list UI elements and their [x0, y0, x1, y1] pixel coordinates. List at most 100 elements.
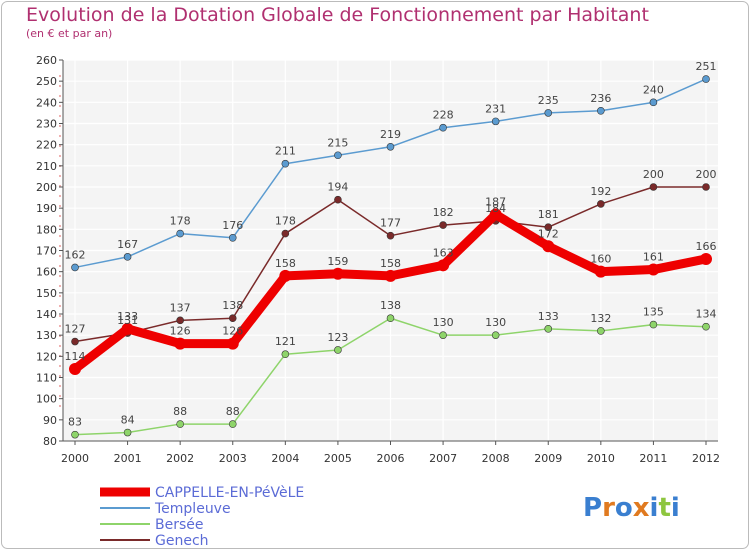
- data-label: 131: [117, 314, 138, 327]
- data-label: 182: [433, 206, 454, 219]
- data-point: [71, 263, 79, 272]
- y-tick-label: 200: [36, 181, 57, 194]
- data-label: 114: [65, 350, 86, 363]
- chart-subtitle: (en € et par an): [26, 27, 113, 40]
- y-tick-label: 130: [36, 329, 57, 342]
- data-point: [123, 428, 132, 437]
- logo-letter: P: [583, 493, 602, 523]
- data-label: 215: [327, 136, 348, 149]
- data-point: [491, 117, 500, 126]
- data-point: [176, 420, 184, 428]
- grid-lines: [63, 59, 718, 442]
- y-tick-labels: 80 90 100 110 120 130 140 150 160 170 180 190 200 210…: [36, 54, 57, 448]
- data-label: 187: [485, 196, 506, 209]
- data-label: 200: [696, 168, 717, 181]
- data-label: 84: [121, 414, 135, 427]
- chart-title: Evolution de la Dotation Globale de Fonc…: [26, 4, 649, 26]
- data-label: 163: [433, 246, 454, 259]
- data-point: [228, 420, 237, 428]
- data-point: [439, 221, 447, 229]
- data-label: 138: [222, 299, 243, 312]
- data-point: [334, 151, 342, 160]
- series-lines: [69, 75, 712, 439]
- data-point: [281, 350, 290, 359]
- data-point: [228, 234, 237, 242]
- legend-label: Genech: [155, 533, 209, 549]
- data-label: 83: [68, 416, 82, 429]
- data-point: [71, 430, 79, 439]
- data-point: [491, 331, 500, 339]
- data-label: 240: [643, 83, 664, 96]
- y-tick-label: 90: [43, 414, 57, 427]
- data-label: 211: [275, 145, 296, 158]
- data-point: [281, 159, 290, 168]
- data-label: 228: [433, 109, 454, 122]
- data-point: [702, 75, 710, 83]
- data-label: 194: [327, 181, 348, 194]
- y-tick-label: 210: [36, 160, 57, 173]
- data-point: [174, 337, 187, 350]
- y-tick-label: 150: [36, 287, 57, 300]
- data-label: 192: [590, 185, 611, 198]
- data-point: [279, 269, 292, 282]
- x-tick-label: 2010: [587, 452, 615, 465]
- data-point: [489, 208, 502, 221]
- legend-label: CAPPELLE-EN-PéVèLE: [155, 485, 304, 501]
- y-tick-label: 80: [43, 435, 57, 448]
- data-point: [702, 183, 710, 191]
- data-label: 121: [275, 335, 296, 348]
- data-point: [334, 346, 342, 354]
- logo-text: Proxiti: [583, 493, 680, 523]
- x-tick-label: 2005: [324, 452, 352, 465]
- data-label: 88: [173, 405, 187, 418]
- data-point: [226, 337, 239, 350]
- data-point: [386, 231, 395, 240]
- data-point: [281, 229, 290, 238]
- data-label: 127: [65, 323, 86, 336]
- data-label: 134: [696, 308, 717, 321]
- x-tick-label: 2003: [219, 452, 247, 465]
- logo-letter: o: [615, 493, 633, 523]
- data-label: 162: [65, 248, 86, 261]
- legend-label: Bersée: [155, 517, 204, 533]
- y-tick-label: 110: [36, 372, 57, 385]
- data-point: [700, 252, 712, 265]
- proxiti-logo: Proxiti: [583, 493, 680, 523]
- data-point: [386, 142, 395, 151]
- data-label: 181: [538, 208, 559, 221]
- data-point: [649, 183, 658, 191]
- data-label: 235: [538, 94, 559, 107]
- data-point: [334, 195, 342, 204]
- x-tick-label: 2012: [692, 452, 720, 465]
- data-point: [123, 253, 132, 261]
- y-tick-label: 230: [36, 118, 57, 131]
- data-label: 219: [380, 128, 401, 141]
- x-tick-label: 2002: [166, 452, 194, 465]
- y-tick-label: 240: [36, 96, 57, 109]
- y-tick-label: 190: [36, 202, 57, 215]
- y-tick-label: 180: [36, 223, 57, 236]
- data-point: [544, 325, 553, 333]
- data-point: [331, 267, 344, 280]
- data-label: 167: [117, 238, 138, 251]
- logo-letter: i: [671, 493, 680, 523]
- data-label: 135: [643, 306, 664, 319]
- data-point: [597, 327, 605, 335]
- data-label: 158: [275, 257, 296, 270]
- y-tick-label: 160: [36, 266, 57, 279]
- legend-label: Templeuve: [154, 501, 231, 517]
- data-label: 130: [485, 316, 506, 329]
- data-point: [176, 316, 184, 325]
- logo-letter: i: [650, 493, 659, 523]
- y-tick-label: 260: [36, 54, 57, 67]
- data-label: 126: [170, 325, 191, 338]
- data-point: [228, 314, 237, 323]
- data-point: [69, 363, 81, 376]
- data-label: 176: [222, 219, 243, 232]
- y-tick-label: 100: [36, 393, 57, 406]
- x-tick-label: 2008: [482, 452, 510, 465]
- data-label: 123: [327, 331, 348, 344]
- logo-letter: t: [658, 493, 670, 523]
